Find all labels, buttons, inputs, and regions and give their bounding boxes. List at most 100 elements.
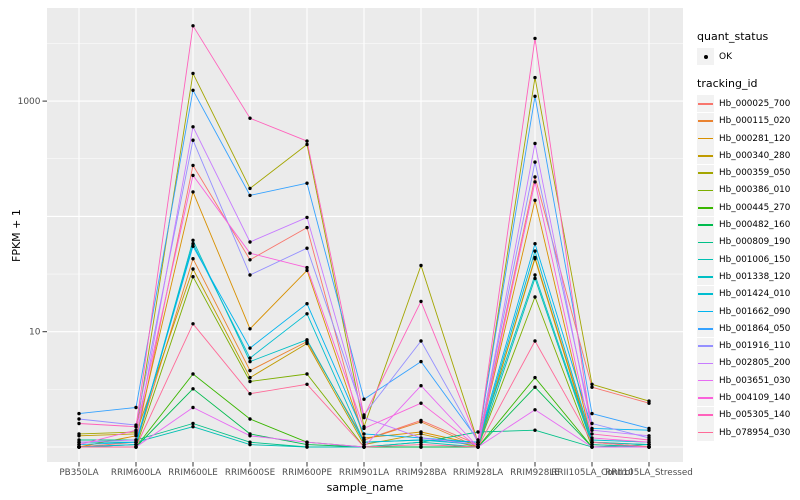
legend-key-line-icon (698, 120, 713, 123)
legend-key (697, 130, 714, 148)
data-point (134, 428, 138, 432)
data-point (533, 385, 537, 389)
legend-key (697, 268, 714, 286)
legend-key-line-icon (698, 379, 713, 382)
legend-item-label: Hb_000809_190 (719, 237, 791, 248)
legend-key (697, 199, 714, 217)
data-point (305, 225, 309, 230)
data-point (305, 181, 309, 185)
legend-key (697, 406, 714, 424)
legend-item-label: Hb_001864_050 (719, 323, 791, 334)
data-point (305, 312, 309, 316)
data-point (248, 356, 252, 360)
data-point (533, 198, 537, 202)
legend-item-label: Hb_001916_110 (719, 341, 791, 352)
data-point (362, 445, 366, 449)
plot-panel (47, 8, 683, 462)
data-point (419, 445, 423, 449)
legend-key-line-icon (698, 137, 713, 140)
data-point (362, 432, 366, 436)
data-points (77, 24, 651, 449)
data-point (305, 246, 309, 250)
data-point (248, 273, 252, 277)
data-point (590, 432, 594, 436)
legend-key (697, 181, 714, 199)
data-point (134, 442, 138, 447)
legend-key-line-icon (698, 327, 713, 330)
data-point (77, 445, 81, 449)
data-point (647, 434, 651, 438)
data-point (248, 379, 252, 384)
data-point (647, 445, 651, 449)
legend-item-label: Hb_000386_010 (719, 185, 791, 196)
data-point (590, 411, 594, 416)
data-point (419, 420, 423, 424)
data-point (419, 384, 423, 388)
data-point (305, 372, 309, 376)
data-point (419, 401, 423, 405)
data-point (191, 267, 195, 271)
legend-key-line-icon (698, 397, 713, 399)
data-point (533, 273, 537, 277)
legend-item: Hb_000445_270 (697, 199, 799, 217)
data-point (248, 327, 252, 331)
data-point (647, 399, 651, 403)
legend-key-line-icon (698, 189, 713, 192)
legend-item-label: Hb_000482_160 (719, 220, 791, 231)
data-point (305, 302, 309, 306)
legend-item: Hb_000359_050 (697, 164, 799, 182)
data-point (533, 295, 537, 299)
legend-section-tracking-id: tracking_id Hb_000025_700 Hb_000115_020 Hb… (697, 77, 799, 442)
x-axis-title: sample_name (326, 481, 404, 494)
data-point (248, 442, 252, 447)
x-tick-label: RRIM901LA (339, 468, 389, 478)
legend-key (697, 147, 714, 165)
y-tick-label: 1000 (18, 97, 41, 107)
data-point (248, 434, 252, 438)
legend-item: Hb_005305_140 (697, 406, 799, 424)
data-point (191, 421, 195, 426)
axes: PB350LA RRIM600LA RRIM600LE RRIM600SE RRIM60… (18, 97, 693, 478)
data-point (647, 442, 651, 447)
data-point (362, 397, 366, 401)
data-point (191, 387, 195, 391)
y-tick-label: 10 (29, 328, 41, 338)
data-point (305, 445, 309, 449)
data-point (362, 426, 366, 431)
data-point (248, 240, 252, 244)
data-point (191, 138, 195, 142)
data-point (305, 265, 309, 270)
data-point (305, 338, 309, 342)
data-point (362, 436, 366, 440)
data-point (590, 445, 594, 449)
data-point (248, 359, 252, 364)
legend-item-label: Hb_000025_700 (719, 98, 791, 109)
legend-item-label: Hb_002805_200 (719, 358, 791, 369)
data-point (248, 392, 252, 396)
data-point (77, 440, 81, 444)
data-point (476, 440, 480, 444)
legend-key-line-icon (698, 293, 713, 295)
legend-item: Hb_001864_050 (697, 320, 799, 338)
data-point (77, 432, 81, 436)
data-point (362, 414, 366, 418)
legend-key-line-icon (698, 414, 713, 417)
legend-key (697, 95, 714, 113)
legend-item: Hb_003651_030 (697, 372, 799, 390)
legend-item-label: Hb_001006_150 (719, 254, 791, 265)
legend-key (697, 424, 714, 442)
legend-key (697, 389, 714, 407)
legend-item-label: Hb_005305_140 (719, 410, 791, 421)
x-tick-label: RRIM928BA (395, 468, 446, 478)
data-point (248, 186, 252, 191)
data-point (476, 445, 480, 449)
legend-items: Hb_000025_700 Hb_000115_020 Hb_000281_120 H… (697, 95, 799, 442)
data-point (419, 359, 423, 364)
legend-item-label: Hb_004109_140 (719, 392, 791, 403)
data-point (191, 372, 195, 376)
data-point (305, 215, 309, 220)
legend-item-label: OK (719, 51, 732, 62)
data-point (533, 257, 537, 261)
data-point (305, 139, 309, 143)
